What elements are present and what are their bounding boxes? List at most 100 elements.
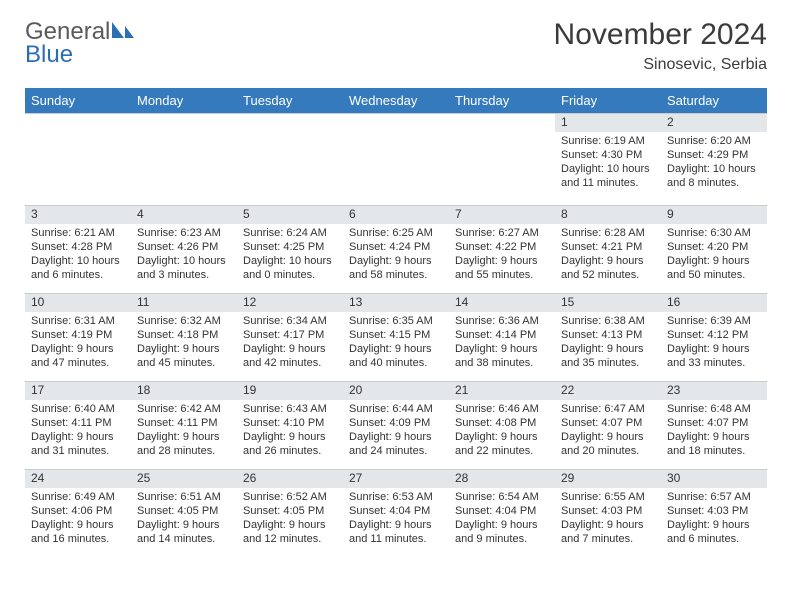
day-cell: Sunrise: 6:25 AMSunset: 4:24 PMDaylight:… (343, 224, 449, 294)
daylight-text: Daylight: 9 hours and 18 minutes. (667, 430, 761, 459)
sunset-text: Sunset: 4:14 PM (455, 328, 549, 342)
daylight-text: Daylight: 9 hours and 45 minutes. (137, 342, 231, 371)
page-subtitle: Sinosevic, Serbia (554, 56, 767, 74)
sunrise-text: Sunrise: 6:47 AM (561, 402, 655, 416)
daylight-text: Daylight: 10 hours and 6 minutes. (31, 254, 125, 283)
daylight-text: Daylight: 9 hours and 50 minutes. (667, 254, 761, 283)
daylight-text: Daylight: 10 hours and 8 minutes. (667, 162, 761, 191)
day-cell: Sunrise: 6:35 AMSunset: 4:15 PMDaylight:… (343, 312, 449, 382)
daylight-text: Daylight: 10 hours and 3 minutes. (137, 254, 231, 283)
day-cell: Sunrise: 6:49 AMSunset: 4:06 PMDaylight:… (25, 488, 131, 558)
weekday-header: Wednesday (343, 88, 449, 114)
day-number: 6 (343, 206, 449, 224)
day-number: 30 (661, 470, 767, 488)
day-body-row: Sunrise: 6:31 AMSunset: 4:19 PMDaylight:… (25, 312, 767, 382)
day-number: 10 (25, 294, 131, 312)
day-number (25, 114, 131, 132)
sunrise-text: Sunrise: 6:19 AM (561, 134, 655, 148)
sunrise-text: Sunrise: 6:31 AM (31, 314, 125, 328)
day-cell: Sunrise: 6:36 AMSunset: 4:14 PMDaylight:… (449, 312, 555, 382)
daylight-text: Daylight: 9 hours and 55 minutes. (455, 254, 549, 283)
weekday-header-row: Sunday Monday Tuesday Wednesday Thursday… (25, 88, 767, 114)
daylight-text: Daylight: 9 hours and 20 minutes. (561, 430, 655, 459)
day-body-row: Sunrise: 6:21 AMSunset: 4:28 PMDaylight:… (25, 224, 767, 294)
sunrise-text: Sunrise: 6:52 AM (243, 490, 337, 504)
daylight-text: Daylight: 9 hours and 40 minutes. (349, 342, 443, 371)
day-cell: Sunrise: 6:51 AMSunset: 4:05 PMDaylight:… (131, 488, 237, 558)
daylight-text: Daylight: 9 hours and 38 minutes. (455, 342, 549, 371)
sunset-text: Sunset: 4:22 PM (455, 240, 549, 254)
day-number: 5 (237, 206, 343, 224)
sunrise-text: Sunrise: 6:44 AM (349, 402, 443, 416)
day-cell: Sunrise: 6:34 AMSunset: 4:17 PMDaylight:… (237, 312, 343, 382)
day-number: 12 (237, 294, 343, 312)
day-cell: Sunrise: 6:57 AMSunset: 4:03 PMDaylight:… (661, 488, 767, 558)
sunset-text: Sunset: 4:19 PM (31, 328, 125, 342)
weekday-header: Friday (555, 88, 661, 114)
day-cell: Sunrise: 6:55 AMSunset: 4:03 PMDaylight:… (555, 488, 661, 558)
day-number: 23 (661, 382, 767, 400)
day-number-row: 12 (25, 114, 767, 132)
daylight-text: Daylight: 9 hours and 24 minutes. (349, 430, 443, 459)
sunrise-text: Sunrise: 6:39 AM (667, 314, 761, 328)
daylight-text: Daylight: 9 hours and 58 minutes. (349, 254, 443, 283)
sunset-text: Sunset: 4:26 PM (137, 240, 231, 254)
daylight-text: Daylight: 9 hours and 6 minutes. (667, 518, 761, 547)
calendar-table: Sunday Monday Tuesday Wednesday Thursday… (25, 88, 767, 558)
day-number: 7 (449, 206, 555, 224)
weekday-header: Monday (131, 88, 237, 114)
day-number: 11 (131, 294, 237, 312)
daylight-text: Daylight: 9 hours and 47 minutes. (31, 342, 125, 371)
sunrise-text: Sunrise: 6:55 AM (561, 490, 655, 504)
sunrise-text: Sunrise: 6:23 AM (137, 226, 231, 240)
day-number: 18 (131, 382, 237, 400)
day-cell: Sunrise: 6:44 AMSunset: 4:09 PMDaylight:… (343, 400, 449, 470)
day-body-row: Sunrise: 6:40 AMSunset: 4:11 PMDaylight:… (25, 400, 767, 470)
day-number: 14 (449, 294, 555, 312)
daylight-text: Daylight: 9 hours and 16 minutes. (31, 518, 125, 547)
sunset-text: Sunset: 4:06 PM (31, 504, 125, 518)
sunset-text: Sunset: 4:11 PM (137, 416, 231, 430)
day-number: 3 (25, 206, 131, 224)
day-cell (343, 132, 449, 206)
sunset-text: Sunset: 4:09 PM (349, 416, 443, 430)
day-cell (131, 132, 237, 206)
sunset-text: Sunset: 4:21 PM (561, 240, 655, 254)
day-cell (237, 132, 343, 206)
day-cell: Sunrise: 6:21 AMSunset: 4:28 PMDaylight:… (25, 224, 131, 294)
daylight-text: Daylight: 9 hours and 31 minutes. (31, 430, 125, 459)
day-number: 25 (131, 470, 237, 488)
sunset-text: Sunset: 4:10 PM (243, 416, 337, 430)
sunrise-text: Sunrise: 6:28 AM (561, 226, 655, 240)
sunset-text: Sunset: 4:28 PM (31, 240, 125, 254)
daylight-text: Daylight: 9 hours and 42 minutes. (243, 342, 337, 371)
day-number: 20 (343, 382, 449, 400)
daylight-text: Daylight: 9 hours and 12 minutes. (243, 518, 337, 547)
day-cell: Sunrise: 6:52 AMSunset: 4:05 PMDaylight:… (237, 488, 343, 558)
day-cell: Sunrise: 6:47 AMSunset: 4:07 PMDaylight:… (555, 400, 661, 470)
daylight-text: Daylight: 10 hours and 0 minutes. (243, 254, 337, 283)
sunrise-text: Sunrise: 6:30 AM (667, 226, 761, 240)
sunrise-text: Sunrise: 6:35 AM (349, 314, 443, 328)
day-cell: Sunrise: 6:28 AMSunset: 4:21 PMDaylight:… (555, 224, 661, 294)
daylight-text: Daylight: 9 hours and 33 minutes. (667, 342, 761, 371)
day-cell: Sunrise: 6:43 AMSunset: 4:10 PMDaylight:… (237, 400, 343, 470)
sunrise-text: Sunrise: 6:25 AM (349, 226, 443, 240)
sunset-text: Sunset: 4:07 PM (667, 416, 761, 430)
day-number: 1 (555, 114, 661, 132)
daylight-text: Daylight: 9 hours and 35 minutes. (561, 342, 655, 371)
day-number: 21 (449, 382, 555, 400)
day-number: 4 (131, 206, 237, 224)
day-number: 26 (237, 470, 343, 488)
day-cell: Sunrise: 6:27 AMSunset: 4:22 PMDaylight:… (449, 224, 555, 294)
daylight-text: Daylight: 9 hours and 14 minutes. (137, 518, 231, 547)
day-cell: Sunrise: 6:53 AMSunset: 4:04 PMDaylight:… (343, 488, 449, 558)
day-cell: Sunrise: 6:40 AMSunset: 4:11 PMDaylight:… (25, 400, 131, 470)
day-cell: Sunrise: 6:20 AMSunset: 4:29 PMDaylight:… (661, 132, 767, 206)
sunset-text: Sunset: 4:17 PM (243, 328, 337, 342)
sunset-text: Sunset: 4:12 PM (667, 328, 761, 342)
day-number-row: 10111213141516 (25, 294, 767, 312)
weekday-header: Tuesday (237, 88, 343, 114)
sunrise-text: Sunrise: 6:21 AM (31, 226, 125, 240)
day-number: 15 (555, 294, 661, 312)
